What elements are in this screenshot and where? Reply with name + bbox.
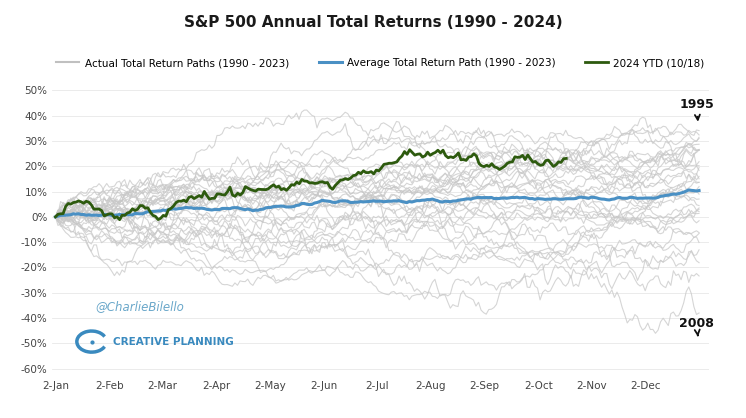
Text: S&P 500 Annual Total Returns (1990 - 2024): S&P 500 Annual Total Returns (1990 - 202…	[184, 15, 562, 30]
Legend: Actual Total Return Paths (1990 - 2023), Average Total Return Path (1990 - 2023): Actual Total Return Paths (1990 - 2023),…	[52, 54, 709, 72]
Text: 1995: 1995	[679, 98, 714, 120]
Text: CREATIVE PLANNING: CREATIVE PLANNING	[113, 336, 234, 347]
Text: 2008: 2008	[679, 317, 714, 336]
Text: @CharlieBilello: @CharlieBilello	[95, 300, 184, 313]
